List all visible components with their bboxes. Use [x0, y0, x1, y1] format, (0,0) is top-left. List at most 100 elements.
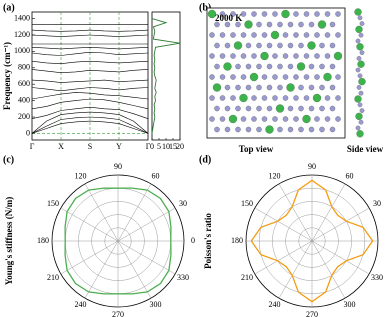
atom	[293, 53, 299, 59]
atom	[357, 60, 365, 68]
atom	[219, 32, 226, 38]
y-tick-label: 200	[18, 112, 30, 121]
x-tick-label: 0	[150, 142, 154, 151]
x-tick-label: 20	[176, 142, 184, 151]
atom	[235, 105, 241, 112]
atom	[335, 95, 341, 101]
atom	[357, 73, 363, 79]
atom	[355, 112, 363, 121]
atom	[359, 50, 365, 55]
atom	[261, 95, 268, 101]
angle-label: 300	[344, 300, 356, 309]
atom	[355, 38, 361, 44]
band-line	[31, 111, 149, 134]
atom	[308, 105, 315, 112]
atom	[302, 114, 311, 124]
atom	[303, 11, 310, 17]
atom	[324, 116, 331, 122]
atom	[256, 42, 262, 49]
atom	[356, 85, 362, 90]
angle-label: 30	[373, 199, 381, 208]
atom	[329, 42, 336, 49]
atom	[282, 95, 289, 101]
x-tick-label: 10	[162, 142, 170, 151]
atom	[298, 42, 304, 49]
band-line	[31, 79, 149, 83]
panel-label: (c)	[3, 154, 14, 165]
atom	[296, 62, 306, 71]
atom	[335, 32, 341, 38]
atom	[308, 21, 315, 28]
atom	[224, 126, 231, 133]
atom	[303, 53, 310, 59]
atom	[266, 21, 273, 28]
atom	[214, 126, 220, 133]
atom	[282, 32, 289, 38]
atom	[261, 11, 268, 17]
atom	[240, 11, 247, 17]
atom	[266, 42, 273, 49]
atom	[317, 20, 327, 29]
atom	[282, 53, 289, 59]
atom	[235, 21, 241, 28]
x-tick-label: X	[58, 142, 64, 151]
atom	[275, 104, 285, 113]
atom	[256, 126, 262, 133]
atom	[323, 72, 332, 82]
atom	[256, 105, 262, 112]
grid-spoke	[117, 183, 152, 242]
atom	[256, 21, 262, 28]
grid-spoke	[60, 240, 119, 275]
angle-label: 300	[150, 300, 162, 309]
atom	[256, 63, 262, 70]
angle-label: 210	[241, 273, 253, 282]
atom	[261, 74, 268, 80]
atom	[235, 126, 241, 133]
atom	[224, 42, 231, 49]
atom	[209, 32, 215, 38]
structure-frame	[206, 7, 346, 139]
atom	[303, 32, 310, 38]
atom	[307, 41, 316, 50]
band-line	[31, 116, 149, 134]
atom	[319, 42, 325, 49]
atom	[230, 32, 236, 38]
atom	[230, 53, 236, 59]
view-label: Side view	[347, 144, 384, 154]
atom	[240, 53, 247, 59]
atom	[260, 51, 269, 61]
atom	[223, 62, 232, 71]
atom	[319, 63, 325, 70]
atom	[277, 63, 283, 70]
angle-label: 0	[191, 236, 195, 245]
band-line	[31, 46, 149, 50]
atom	[219, 53, 226, 59]
atom	[329, 63, 336, 70]
atom	[251, 11, 257, 17]
x-tick-label: S	[88, 142, 92, 151]
band-line	[31, 98, 149, 110]
atom	[277, 126, 283, 133]
atom	[354, 95, 362, 103]
atom	[329, 84, 336, 91]
grid-spoke	[117, 240, 152, 299]
atom	[355, 25, 363, 34]
angle-label: 150	[47, 199, 59, 208]
band-line	[31, 92, 149, 100]
atom	[359, 21, 365, 26]
atom	[293, 95, 299, 101]
atom	[249, 72, 259, 82]
x-tick-label: Y	[116, 142, 122, 151]
atom	[358, 119, 364, 125]
atom	[356, 56, 362, 61]
atom	[219, 95, 226, 101]
atom	[324, 32, 331, 38]
atom	[272, 74, 278, 80]
atom	[212, 83, 222, 92]
atom	[356, 130, 364, 138]
atom	[314, 32, 320, 38]
atom	[265, 125, 274, 134]
angle-label: 330	[177, 273, 189, 282]
atom	[251, 53, 257, 59]
atom	[355, 67, 361, 73]
